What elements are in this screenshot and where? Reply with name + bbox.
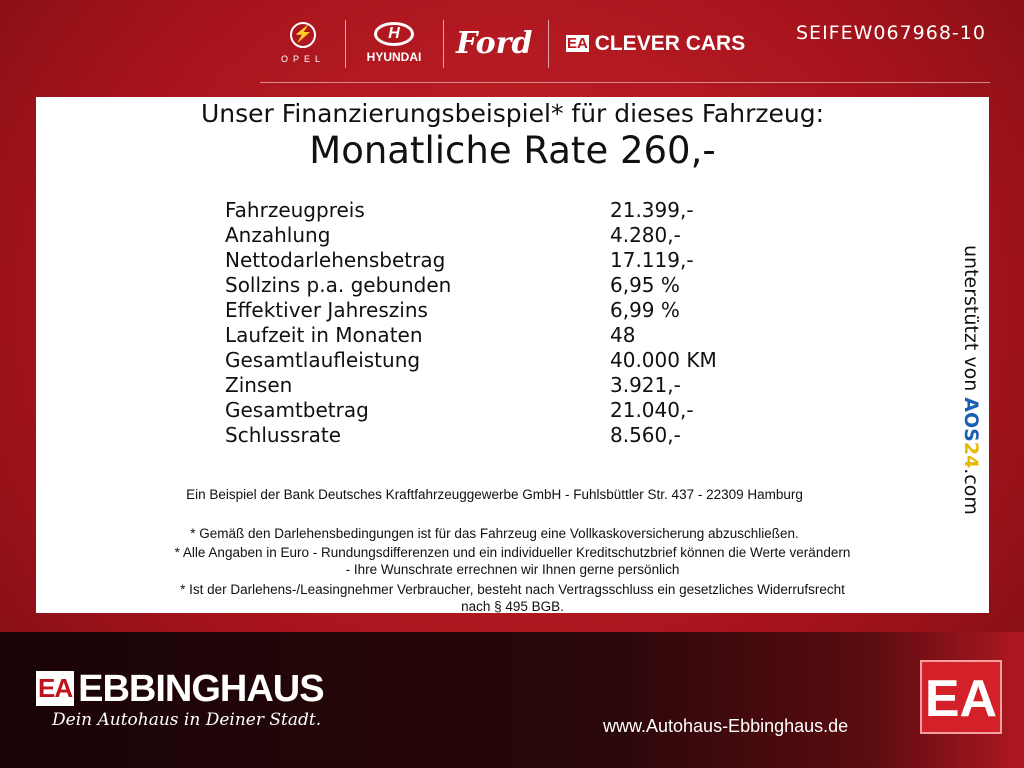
ea-icon: EA bbox=[566, 35, 589, 52]
table-row: Effektiver Jahreszins 6,99 % bbox=[225, 298, 765, 323]
row-label: Effektiver Jahreszins bbox=[225, 298, 428, 322]
finance-table: Fahrzeugpreis 21.399,- Anzahlung 4.280,- Net… bbox=[225, 198, 765, 448]
row-value: 21.399,- bbox=[610, 198, 694, 222]
row-value: 3.921,- bbox=[610, 373, 681, 397]
panel-title: Unser Finanzierungsbeispiel* für dieses … bbox=[200, 99, 825, 128]
table-row: Schlussrate 8.560,- bbox=[225, 423, 765, 448]
finance-panel: Unser Finanzierungsbeispiel* für dieses … bbox=[36, 97, 989, 614]
row-value: 6,95 % bbox=[610, 273, 680, 297]
ea-icon: EA bbox=[36, 671, 75, 706]
bank-info: Ein Beispiel der Bank Deutsches Kraftfah… bbox=[186, 487, 803, 502]
divider bbox=[548, 20, 549, 68]
row-value: 4.280,- bbox=[610, 223, 681, 247]
row-label: Anzahlung bbox=[225, 223, 331, 247]
opel-logo: ⚡ OPEL bbox=[278, 22, 328, 64]
table-row: Laufzeit in Monaten 48 bbox=[225, 323, 765, 348]
ebbinghaus-logo: EA EBBINGHAUS bbox=[36, 668, 325, 710]
table-row: Fahrzeugpreis 21.399,- bbox=[225, 198, 765, 223]
table-row: Nettodarlehensbetrag 17.119,- bbox=[225, 248, 765, 273]
row-label: Nettodarlehensbetrag bbox=[225, 248, 446, 272]
note-withdrawal: * Ist der Darlehens-/Leasingnehmer Verbr… bbox=[180, 582, 845, 614]
header-divider bbox=[260, 82, 990, 83]
row-value: 48 bbox=[610, 323, 636, 347]
opel-icon: ⚡ bbox=[290, 22, 316, 48]
table-row: Anzahlung 4.280,- bbox=[225, 223, 765, 248]
row-label: Gesamtbetrag bbox=[225, 398, 369, 422]
table-row: Gesamtlaufleistung 40.000 KM bbox=[225, 348, 765, 373]
clever-cars-logo: EA CLEVER CARS bbox=[566, 32, 746, 55]
ford-logo: Ford bbox=[456, 26, 533, 61]
row-value: 40.000 KM bbox=[610, 348, 717, 372]
row-value: 21.040,- bbox=[610, 398, 694, 422]
hyundai-icon: H bbox=[374, 22, 414, 46]
table-row: Gesamtbetrag 21.040,- bbox=[225, 398, 765, 423]
slogan: Dein Autohaus in Deiner Stadt. bbox=[52, 710, 322, 730]
row-label: Fahrzeugpreis bbox=[225, 198, 365, 222]
table-row: Sollzins p.a. gebunden 6,95 % bbox=[225, 273, 765, 298]
row-label: Sollzins p.a. gebunden bbox=[225, 273, 452, 297]
website-link[interactable]: www.Autohaus-Ebbinghaus.de bbox=[603, 716, 849, 736]
header: ⚡ OPEL H HYUNDAI Ford EA CLEVER CARS SEI… bbox=[0, 0, 1024, 90]
ea-cube-logo: EA bbox=[920, 660, 1002, 734]
note-amounts: * Alle Angaben in Euro - Rundungsdiffere… bbox=[174, 545, 851, 577]
row-value: 8.560,- bbox=[610, 423, 681, 447]
note-insurance: * Gemäß den Darlehensbedingungen ist für… bbox=[190, 526, 799, 541]
row-label: Gesamtlaufleistung bbox=[225, 348, 421, 372]
divider bbox=[345, 20, 346, 68]
monthly-rate: Monatliche Rate 260,- bbox=[309, 129, 716, 172]
row-label: Zinsen bbox=[225, 373, 293, 397]
row-label: Laufzeit in Monaten bbox=[225, 323, 423, 347]
row-label: Schlussrate bbox=[225, 423, 342, 447]
hyundai-logo: H HYUNDAI bbox=[358, 22, 430, 64]
vehicle-code: SEIFEW067968-10 bbox=[796, 22, 986, 44]
divider bbox=[443, 20, 444, 68]
row-value: 17.119,- bbox=[610, 248, 694, 272]
footer-banner: EA EBBINGHAUS Dein Autohaus in Deiner Sta… bbox=[0, 632, 1024, 768]
aos24-credit: unterstützt von AOS24.com bbox=[960, 245, 982, 515]
row-value: 6,99 % bbox=[610, 298, 680, 322]
table-row: Zinsen 3.921,- bbox=[225, 373, 765, 398]
